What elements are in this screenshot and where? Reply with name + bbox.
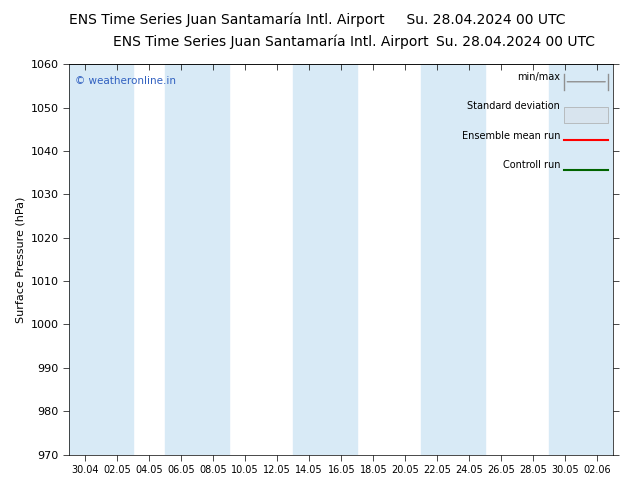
Text: Su. 28.04.2024 00 UTC: Su. 28.04.2024 00 UTC bbox=[436, 35, 595, 49]
Text: Ensemble mean run: Ensemble mean run bbox=[462, 130, 560, 141]
Bar bbox=[294, 64, 358, 455]
Bar bbox=[165, 64, 230, 455]
Text: Standard deviation: Standard deviation bbox=[467, 101, 560, 111]
Bar bbox=[550, 64, 614, 455]
Text: Controll run: Controll run bbox=[503, 160, 560, 170]
Bar bbox=[422, 64, 486, 455]
Bar bbox=[564, 107, 608, 123]
Text: ENS Time Series Juan Santamaría Intl. Airport     Su. 28.04.2024 00 UTC: ENS Time Series Juan Santamaría Intl. Ai… bbox=[68, 12, 566, 27]
Text: min/max: min/max bbox=[517, 72, 560, 82]
Text: ENS Time Series Juan Santamaría Intl. Airport: ENS Time Series Juan Santamaría Intl. Ai… bbox=[113, 34, 429, 49]
Y-axis label: Surface Pressure (hPa): Surface Pressure (hPa) bbox=[15, 196, 25, 322]
Text: © weatheronline.in: © weatheronline.in bbox=[75, 76, 176, 86]
Bar bbox=[69, 64, 133, 455]
